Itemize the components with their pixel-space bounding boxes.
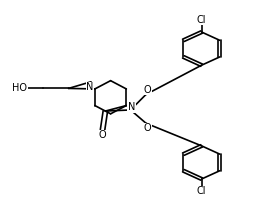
Text: HO: HO bbox=[12, 83, 27, 93]
Text: O: O bbox=[144, 85, 151, 95]
Text: N: N bbox=[128, 102, 135, 112]
Text: O: O bbox=[99, 130, 106, 140]
Text: Cl: Cl bbox=[197, 186, 206, 196]
Text: O: O bbox=[144, 123, 151, 133]
Text: Cl: Cl bbox=[197, 15, 206, 25]
Text: N: N bbox=[86, 82, 94, 92]
